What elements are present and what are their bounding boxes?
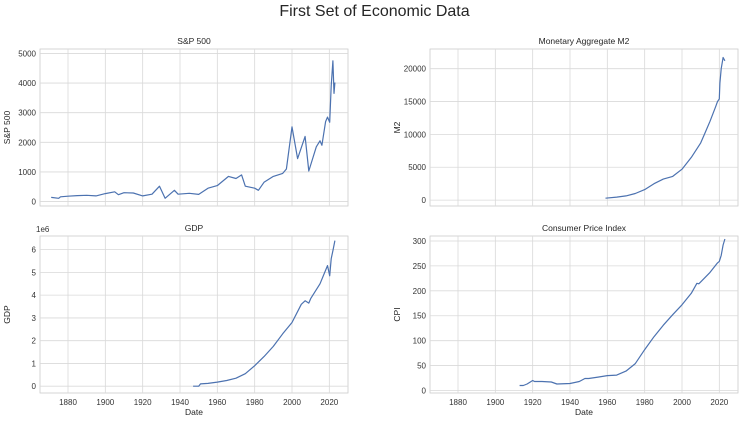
chart-title: GDP [185,223,204,233]
x-tick-label: 1940 [171,398,189,407]
y-tick-label: 100 [413,337,427,346]
y-tick-label: 15000 [404,98,427,107]
chart-title: Monetary Aggregate M2 [539,36,630,46]
x-tick-label: 2020 [320,398,338,407]
y-axis-label: GDP [2,305,12,324]
y-tick-label: 0 [422,196,427,205]
x-tick-label: 1920 [524,398,542,407]
y-tick-label: 0 [32,198,37,207]
x-tick-label: 1900 [486,398,504,407]
y-tick-label: 20000 [404,65,427,74]
y-axis-label: M2 [392,121,402,133]
plot-area [39,235,349,394]
x-axis-label: Date [575,407,593,417]
plot-area [39,48,349,207]
y-tick-label: 4000 [18,79,36,88]
series-line [193,240,336,387]
x-tick-label: 1900 [96,398,114,407]
x-tick-label: 1960 [208,398,226,407]
chart-m2: 0 5000 10000 15000 20000 Monetary Aggregate M… [392,36,739,207]
series-line [605,56,726,199]
x-tick-label: 1920 [134,398,152,407]
plot-area [429,235,739,394]
x-axis-label: Date [185,407,203,417]
y-tick-label: 3000 [18,109,36,118]
chart-cpi: 1880 1900 1920 1940 1960 1980 2000 2020 0 50 100 15… [392,223,739,417]
y-tick-label: 5 [32,268,37,277]
y-tick-label: 150 [413,312,427,321]
y-tick-label: 1000 [18,168,36,177]
y-tick-label: 200 [413,287,427,296]
x-tick-label: 1960 [598,398,616,407]
figure-title: First Set of Economic Data [279,3,470,20]
x-tick-label: 1940 [561,398,579,407]
y-tick-label: 2 [32,337,37,346]
chart-sp500: 0 1000 2000 3000 4000 5000 S&P 500 S&P 500 [2,36,349,207]
chart-title: Consumer Price Index [542,223,627,233]
x-tick-label: 2000 [673,398,691,407]
y-tick-label: 50 [417,362,426,371]
y-axis-label: S&P 500 [2,111,12,145]
series-line [519,238,726,387]
x-tick-label: 2020 [710,398,728,407]
chart-title: S&P 500 [177,36,211,46]
y-tick-label: 10000 [404,130,427,139]
x-tick-label: 1980 [246,398,264,407]
x-tick-label: 1880 [449,398,467,407]
chart-gdp: 1880 1900 1920 1940 1960 1980 2000 2020 0 1 2 3 4 5 6 1… [2,223,349,417]
y-axis-label: CPI [392,307,402,321]
x-tick-label: 2000 [283,398,301,407]
series-line [51,60,336,199]
y-tick-label: 6 [32,246,37,255]
y-tick-label: 2000 [18,138,36,147]
plot-area [429,48,739,207]
y-tick-label: 0 [32,382,37,391]
y-tick-label: 250 [413,262,427,271]
y-tick-label: 4 [32,291,37,300]
x-tick-label: 1980 [636,398,654,407]
y-tick-label: 1 [32,359,37,368]
y-axis-multiplier: 1e6 [36,225,50,234]
y-tick-label: 5000 [408,163,426,172]
y-tick-label: 0 [422,387,427,396]
y-tick-label: 5000 [18,49,36,58]
y-tick-label: 3 [32,314,37,323]
y-tick-label: 300 [413,237,427,246]
x-tick-label: 1880 [59,398,77,407]
